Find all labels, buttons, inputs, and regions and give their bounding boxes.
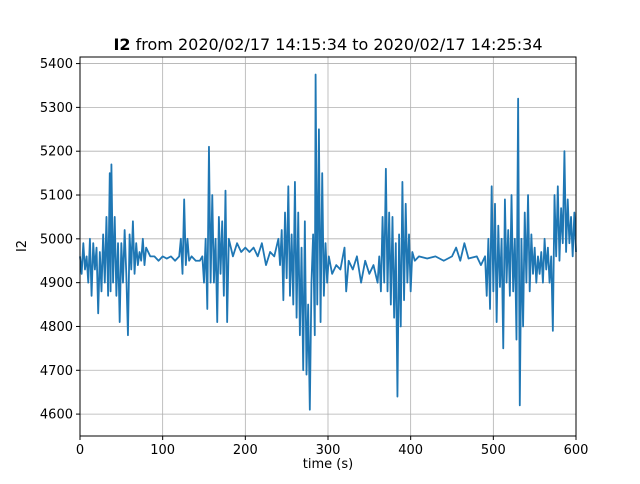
x-tick-label: 300 [316, 443, 341, 458]
title-text: from 2020/02/17 14:15:34 to 2020/02/17 1… [136, 35, 543, 54]
x-tick-label: 0 [76, 443, 84, 458]
y-tick-label: 4700 [40, 364, 73, 379]
chart-title: I2 from 2020/02/17 14:15:34 to 2020/02/1… [113, 35, 542, 54]
x-tick-label: 200 [233, 443, 258, 458]
data-line [79, 73, 577, 411]
y-tick-label: 4900 [40, 276, 73, 291]
x-axis-label: time (s) [303, 457, 353, 472]
y-tick-label: 5000 [40, 232, 73, 247]
y-tick-label: 4800 [40, 320, 73, 335]
x-tick-label: 600 [564, 443, 589, 458]
x-tick-label: 100 [150, 443, 175, 458]
y-tick-label: 5300 [40, 101, 73, 116]
y-axis-label: I2 [15, 240, 30, 252]
y-tick-label: 5200 [40, 145, 73, 160]
x-tick-label: 500 [481, 443, 506, 458]
y-tick-label: 4600 [40, 408, 73, 423]
x-tick-label: 400 [398, 443, 423, 458]
y-tick-label: 5400 [40, 57, 73, 72]
y-tick-label: 5100 [40, 189, 73, 204]
plot-frame [79, 56, 577, 437]
title-variable: I2 [113, 35, 130, 54]
